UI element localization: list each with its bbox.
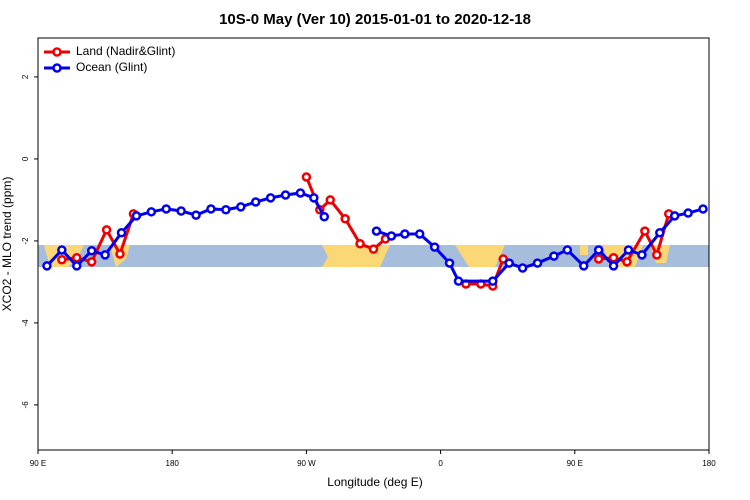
data-point [640, 226, 650, 236]
data-point [532, 258, 543, 268]
legend-label: Land (Nadir&Glint) [76, 44, 175, 58]
data-point [295, 188, 306, 198]
data-point [386, 231, 397, 241]
x-axis-label: Longitude (deg E) [327, 475, 422, 489]
data-point [57, 255, 67, 265]
data-point [637, 250, 647, 260]
chart-title: 10S-0 May (Ver 10) 2015-01-01 to 2020-12… [219, 11, 531, 28]
data-point [309, 193, 319, 203]
data-point [57, 245, 67, 255]
x-tick-label: 90 E [30, 459, 46, 468]
y-axis-label: XCO2 - MLO trend (ppm) [0, 177, 14, 312]
plot-frame [37, 37, 710, 451]
land-shape [44, 245, 670, 267]
data-point [444, 258, 455, 268]
data-point [683, 208, 693, 218]
data-point [176, 206, 186, 216]
data-point [608, 252, 619, 263]
data-point [698, 204, 708, 214]
x-tick-label: 0 [438, 459, 443, 468]
data-point [72, 261, 82, 271]
series-line [45, 191, 704, 283]
data-point [562, 245, 573, 255]
data-point [498, 254, 508, 264]
data-point [578, 261, 589, 271]
data-point [593, 245, 604, 255]
x-tick-label: 180 [702, 459, 716, 468]
data-point [655, 227, 665, 238]
data-point [280, 190, 291, 200]
x-tick-label: 180 [166, 459, 180, 468]
data-point [429, 242, 440, 252]
data-point [325, 195, 336, 205]
data-point [86, 257, 97, 267]
data-point [593, 254, 604, 264]
data-point [221, 205, 231, 215]
data-point [116, 227, 127, 238]
data-point [517, 263, 528, 273]
data-point [622, 257, 632, 267]
data-point [368, 244, 379, 254]
data-point [236, 202, 246, 212]
data-point [115, 249, 125, 259]
x-tick-label: 90 W [297, 459, 316, 468]
data-point [319, 211, 330, 222]
data-point [161, 204, 171, 214]
data-point [488, 276, 498, 286]
data-point [400, 229, 410, 239]
data-point [206, 204, 216, 214]
series-line [61, 176, 671, 288]
data-point [86, 246, 97, 256]
data-point [265, 193, 276, 203]
data-point [549, 251, 559, 261]
y-tick-label: 2 [21, 74, 30, 79]
data-point [355, 239, 365, 249]
data-point [250, 197, 261, 207]
data-point [340, 214, 350, 224]
y-tick-label: -2 [21, 237, 30, 245]
data-point [101, 225, 112, 235]
data-point [146, 207, 157, 217]
data-point [72, 252, 82, 263]
data-point [608, 261, 619, 271]
x-tick-label: 90 E [567, 459, 583, 468]
data-point [371, 226, 382, 236]
data-point [301, 172, 312, 182]
data-point [669, 211, 680, 221]
data-point [100, 250, 110, 260]
data-point [623, 245, 634, 255]
legend-marker [52, 63, 62, 73]
data-point [414, 229, 425, 239]
y-tick-label: 0 [21, 156, 30, 161]
legend-label: Ocean (Glint) [76, 60, 147, 74]
data-point [652, 250, 662, 260]
data-point [42, 261, 52, 271]
y-tick-label: -6 [21, 401, 30, 409]
data-point [191, 210, 201, 220]
legend-marker [52, 47, 62, 57]
data-point [131, 211, 142, 221]
data-point [453, 276, 464, 286]
y-tick-label: -4 [21, 319, 30, 327]
data-point [504, 258, 514, 268]
